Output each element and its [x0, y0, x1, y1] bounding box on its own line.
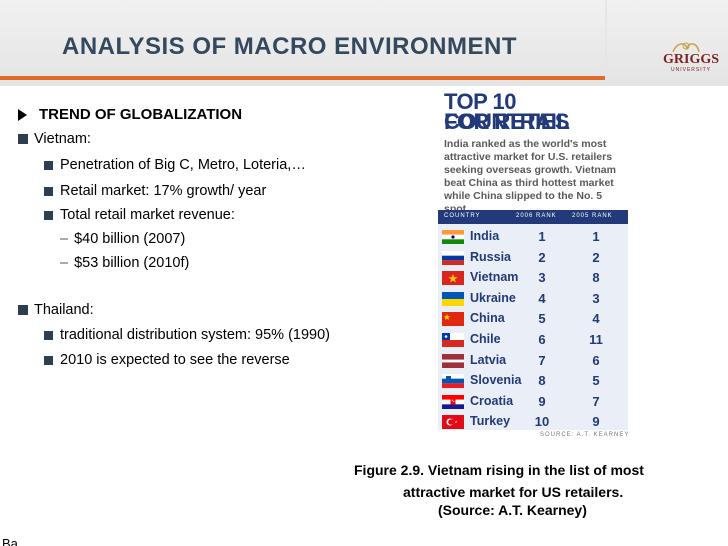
flag-icon [442, 250, 464, 265]
header-2006-rank: 2006 RANK [516, 213, 557, 219]
dash-bullet-icon: – [60, 255, 69, 271]
figure-caption-line3: (Source: A.T. Kearney) [438, 502, 587, 518]
flag-icon [442, 312, 464, 327]
rank-2005: 3 [592, 290, 600, 306]
square-bullet-icon [44, 330, 53, 340]
rank-2006: 4 [538, 290, 546, 306]
figure-caption-line1: Figure 2.9. Vietnam rising in the list o… [354, 462, 644, 478]
rank-2005: 4 [592, 311, 600, 327]
country-name: India [470, 229, 500, 243]
header-country: COUNTRY [444, 213, 481, 219]
header-2005-rank: 2005 RANK [572, 213, 613, 219]
logo-name: GRIGGS [663, 52, 720, 67]
country-name: Chile [470, 332, 501, 346]
rank-2006: 2 [538, 249, 546, 265]
rank-2005: 1 [592, 229, 600, 244]
table-row: Turkey 10 9 [438, 411, 628, 432]
rank-2006: 10 [534, 414, 550, 430]
rank-2005: 9 [592, 414, 600, 430]
country-name: Turkey [470, 414, 511, 429]
flag-icon [442, 353, 464, 368]
header-divider [605, 0, 607, 86]
flag-icon [442, 333, 464, 347]
thailand-label: Thailand: [18, 302, 94, 318]
list-item: 2010 is expected to see the reverse [44, 352, 290, 368]
table-row: Ukraine 4 3 [438, 288, 628, 309]
square-bullet-icon [44, 355, 53, 365]
rank-2005: 5 [592, 373, 600, 389]
table-row: India 1 1 [438, 226, 628, 247]
rank-2005: 11 [589, 332, 603, 347]
table-row: Chile 6 11 [438, 329, 628, 350]
square-bullet-icon [18, 305, 28, 316]
footer-text: Ba [2, 536, 18, 546]
country-name: Latvia [470, 352, 507, 367]
country-name: China [470, 311, 505, 326]
table-row: Russia 2 2 [438, 247, 628, 268]
figure-caption-line2: attractive market for US retailers. [403, 484, 624, 500]
rank-2006: 3 [538, 270, 546, 286]
table-row: Slovenia 8 5 [438, 370, 628, 391]
table-row: Croatia 9 7 [438, 391, 628, 412]
arrow-bullet-icon [18, 109, 27, 122]
header-accent-line [0, 76, 605, 80]
flag-icon [442, 291, 464, 306]
graphic-title-line2: FOR RETAIL [444, 109, 570, 134]
square-bullet-icon [44, 210, 53, 220]
graphic-source: SOURCE: A.T. KEARNEY [540, 432, 630, 438]
university-logo: GRIGGS UNIVERSITY [655, 40, 720, 78]
list-item: – $53 billion (2010f) [60, 255, 190, 271]
list-item: traditional distribution system: 95% (19… [44, 327, 330, 343]
flag-icon [442, 230, 464, 244]
graphic-title: TOP 10 COUNTRIES [444, 89, 570, 134]
table-row: Latvia 7 6 [438, 350, 628, 371]
flag-icon [442, 374, 464, 389]
rank-2005: 8 [592, 270, 600, 286]
flag-icon [442, 415, 464, 430]
rank-2006: 5 [538, 311, 546, 327]
vietnam-label: Vietnam: [18, 131, 91, 147]
dash-bullet-icon: – [60, 231, 69, 247]
ranking-table-header: COUNTRY 2006 RANK 2005 RANK [438, 210, 628, 224]
slide-title: ANALYSIS OF MACRO ENVIRONMENT [62, 33, 517, 60]
top10-retail-graphic: TOP 10 COUNTRIES FOR RETAIL India ranked… [436, 90, 630, 442]
rank-2005: 6 [592, 352, 600, 368]
list-item: Retail market: 17% growth/ year [44, 183, 266, 199]
rank-2006: 6 [538, 332, 546, 347]
table-row: China 5 4 [438, 308, 628, 329]
country-name: Croatia [470, 393, 514, 408]
table-row: Vietnam 3 8 [438, 267, 628, 288]
country-name: Slovenia [470, 373, 522, 388]
flag-icon [442, 271, 464, 286]
rank-2006: 8 [538, 373, 546, 389]
square-bullet-icon [18, 134, 28, 145]
list-item: Penetration of Big C, Metro, Loteria,… [44, 157, 306, 173]
list-item: Total retail market revenue: [44, 207, 235, 223]
rank-2005: 7 [592, 393, 600, 409]
square-bullet-icon [44, 186, 53, 196]
graphic-description: India ranked as the world's most attract… [444, 138, 616, 215]
rank-2005: 2 [592, 249, 600, 265]
rank-2006: 9 [538, 393, 546, 409]
square-bullet-icon [44, 160, 53, 170]
country-name: Ukraine [470, 290, 516, 305]
list-item: – $40 billion (2007) [60, 231, 186, 247]
section-heading: TREND OF GLOBALIZATION [18, 106, 242, 123]
rank-2006: 1 [538, 229, 546, 244]
ranking-table: COUNTRY 2006 RANK 2005 RANK India 1 1 Russi… [438, 210, 628, 430]
logo-subtitle: UNIVERSITY [671, 67, 712, 73]
logo-swirl-icon [672, 42, 700, 53]
rank-2006: 7 [538, 352, 546, 368]
country-name: Vietnam [470, 270, 519, 285]
slide-header: ANALYSIS OF MACRO ENVIRONMENT GRIGGS UNI… [0, 0, 728, 86]
country-name: Russia [470, 249, 511, 264]
flag-icon [442, 394, 464, 409]
